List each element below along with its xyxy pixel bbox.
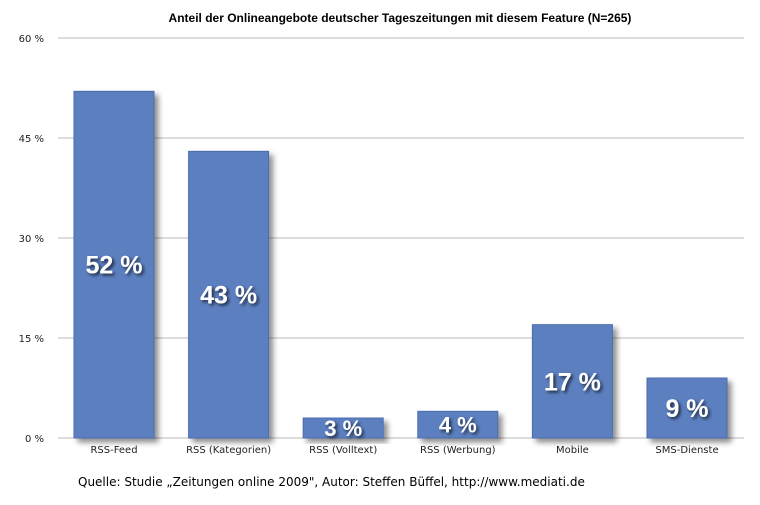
data-label: 3 % bbox=[324, 416, 362, 441]
bar bbox=[646, 377, 728, 439]
y-tick-label: 15 % bbox=[19, 334, 44, 345]
bar bbox=[417, 410, 499, 439]
source-note: Quelle: Studie „Zeitungen online 2009", … bbox=[78, 475, 585, 489]
y-tick-label: 45 % bbox=[19, 134, 44, 145]
x-tick-label: Mobile bbox=[556, 445, 589, 456]
data-label: 4 % bbox=[439, 413, 477, 438]
data-label: 43 % bbox=[200, 282, 257, 310]
x-tick-label: RSS (Volltext) bbox=[309, 445, 377, 456]
y-tick-label: 60 % bbox=[19, 34, 44, 45]
bar bbox=[188, 150, 270, 439]
bar bbox=[531, 324, 613, 439]
data-label: 9 % bbox=[665, 395, 708, 423]
data-label: 17 % bbox=[544, 368, 601, 396]
data-label: 52 % bbox=[86, 252, 143, 280]
chart-title: Anteil der Onlineangebote deutscher Tage… bbox=[169, 11, 632, 25]
x-tick-label: SMS-Dienste bbox=[655, 445, 718, 456]
bar bbox=[302, 417, 384, 439]
x-tick-label: RSS (Kategorien) bbox=[186, 445, 271, 456]
y-tick-label: 30 % bbox=[19, 234, 44, 245]
x-tick-label: RSS-Feed bbox=[90, 445, 137, 456]
bar bbox=[73, 90, 155, 439]
x-tick-label: RSS (Werbung) bbox=[420, 445, 496, 456]
y-tick-label: 0 % bbox=[25, 434, 44, 445]
